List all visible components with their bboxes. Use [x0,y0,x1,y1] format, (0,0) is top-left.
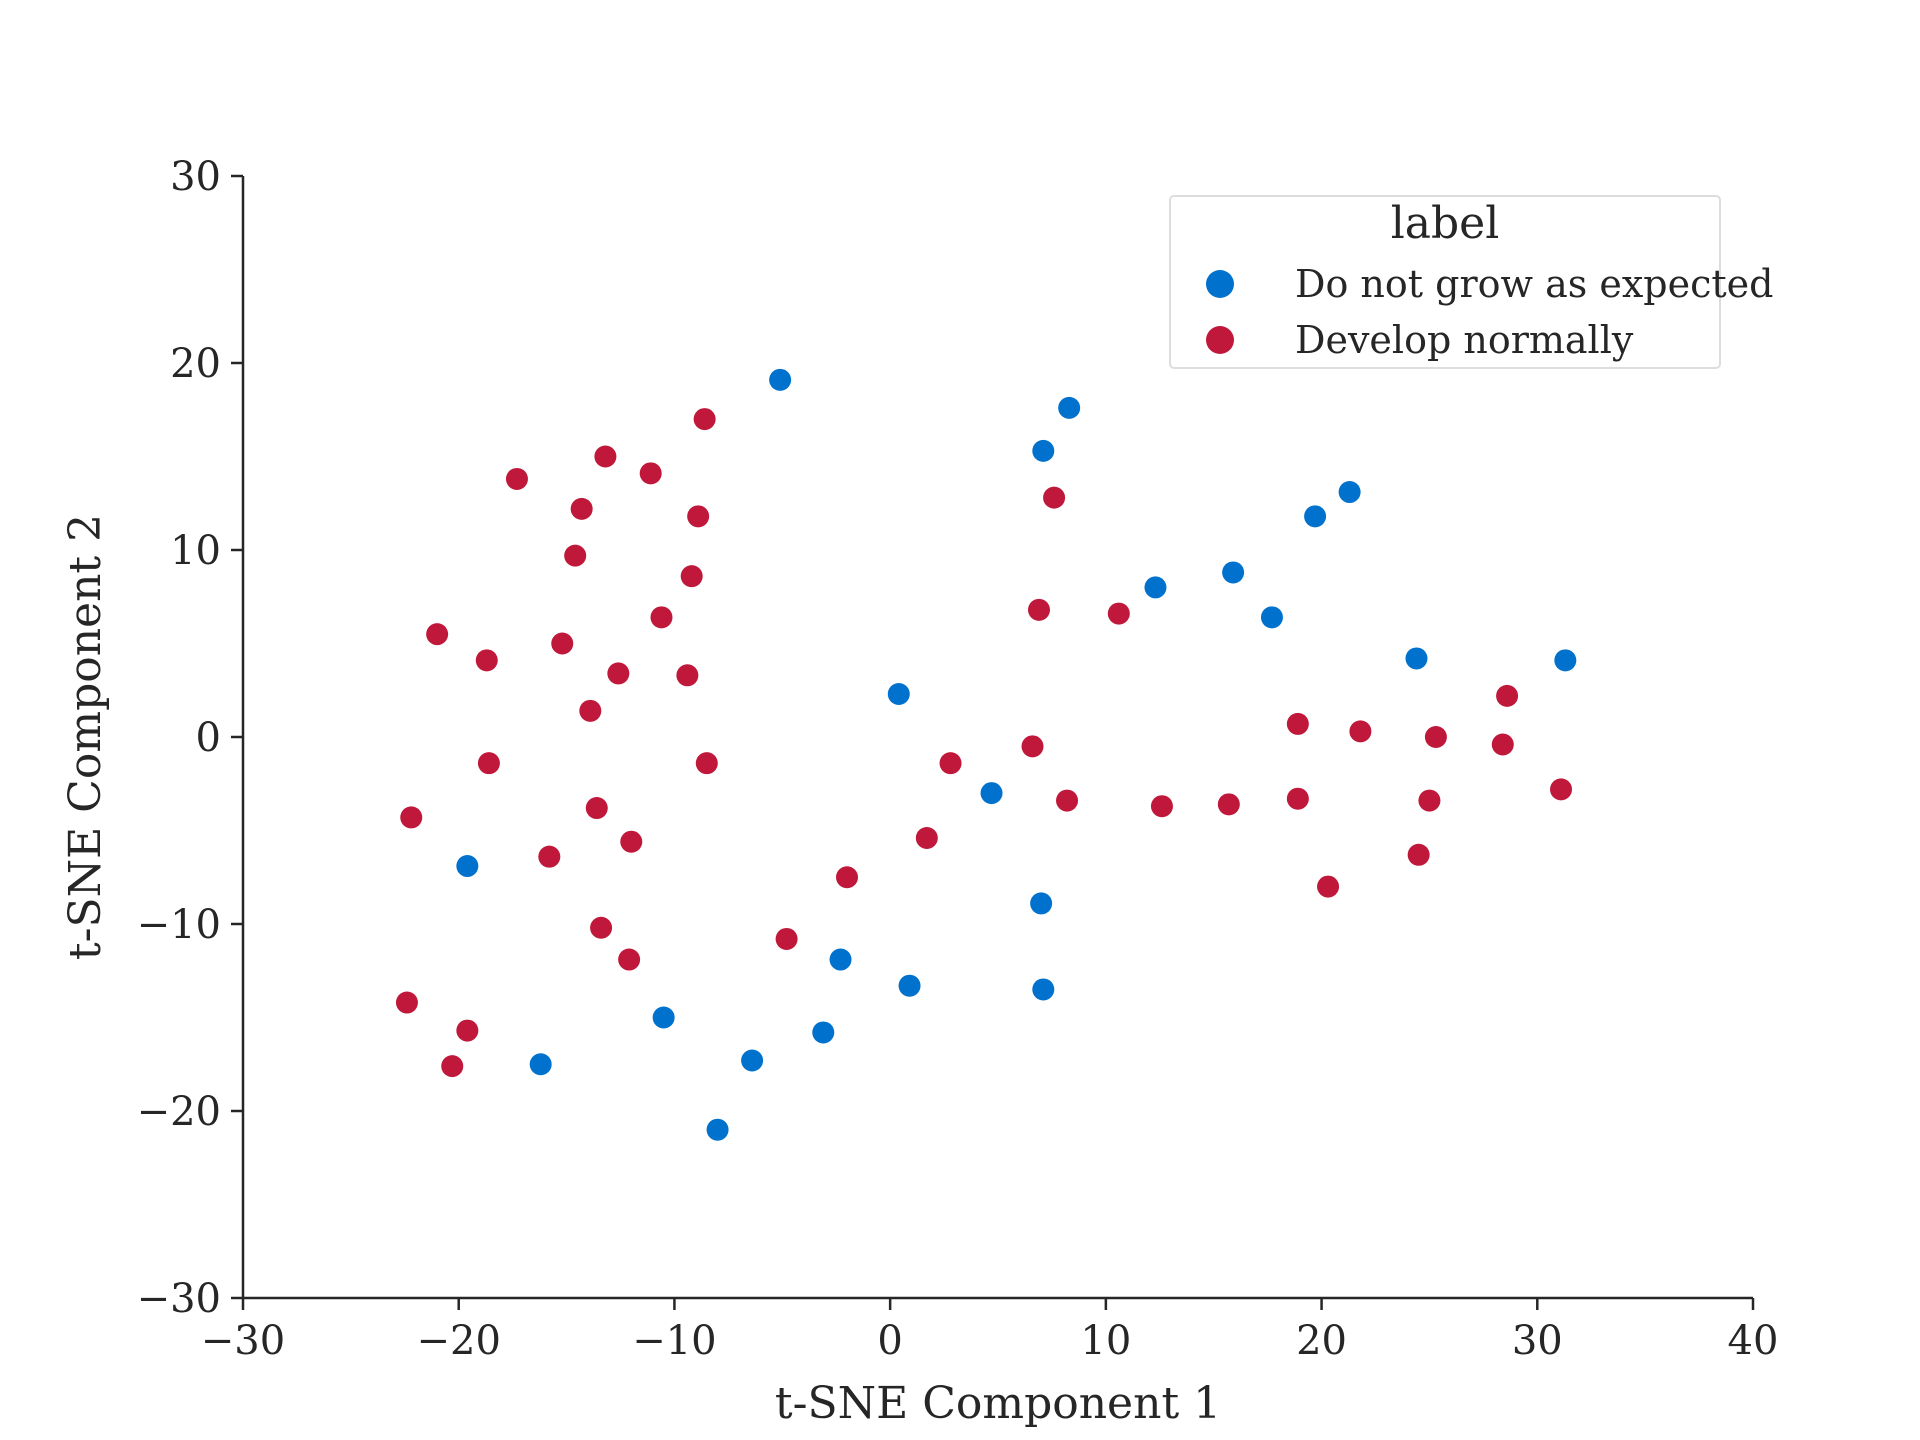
scatter-point [1260,606,1283,629]
scatter-point [1021,735,1044,758]
scatter-point [652,1006,675,1029]
scatter-point [620,830,643,853]
y-tick-label: −10 [137,902,221,948]
y-tick-label: −20 [137,1089,221,1135]
scatter-point [1027,598,1050,621]
scatter-point [680,565,703,588]
scatter-point [1058,396,1081,419]
scatter-point [456,1019,479,1042]
scatter-point [1317,875,1340,898]
scatter-point [650,606,673,629]
x-tick-label: 20 [1296,1318,1347,1364]
scatter-point [836,866,858,889]
scatter-point [395,991,418,1014]
scatter-point [1491,733,1514,756]
y-tick-label: 10 [170,528,221,574]
scatter-point [1554,649,1577,672]
scatter-point [477,752,500,775]
legend-title: label [1391,198,1500,249]
scatter-point [1222,561,1245,584]
scatter-point [618,948,641,971]
scatter-point [695,752,718,775]
scatter-point [1030,892,1053,915]
y-tick-label: −30 [137,1276,221,1322]
axes: −30 −20 −10 0 10 20 30 40 −30 −20 −10 0 10 20 30 [137,154,1779,1364]
scatter-point [769,368,792,391]
scatter-point [590,916,613,939]
scatter-point [1550,778,1573,801]
scatter-point [1217,793,1240,816]
scatter-point [1405,647,1428,670]
scatter-point [915,826,938,849]
scatter-point [812,1021,835,1044]
scatter-point [607,662,630,685]
scatter-point [505,467,528,490]
scatter-point [939,752,962,775]
scatter-point [551,632,574,655]
scatter-point [1349,720,1372,743]
legend: label Do not grow as expected Develop nor… [1169,195,1773,369]
scatter-point [1150,795,1173,818]
scatter-point [564,544,587,567]
scatter-point [579,699,602,722]
scatter-point [1056,789,1079,812]
scatter-point [1496,684,1519,707]
legend-marker [1206,270,1234,298]
scatter-point [706,1118,729,1141]
y-tick-label: 30 [170,154,221,200]
x-ticks: −30 −20 −10 0 10 20 30 40 [201,1298,1779,1364]
scatter-point [1418,789,1441,812]
scatter-point [1144,576,1167,599]
data-points [395,368,1577,1141]
scatter-point [1424,726,1447,748]
scatter-point [1032,978,1055,1001]
scatter-point [687,505,710,528]
scatter-point [1407,843,1430,866]
scatter-point [829,948,852,971]
scatter-point [775,927,798,950]
scatter-point [426,623,449,646]
y-axis-title: t-SNE Component 2 [60,514,111,960]
x-tick-label: −20 [417,1318,501,1364]
scatter-point [1286,712,1309,735]
scatter-point [400,806,423,829]
y-tick-label: 20 [170,341,221,387]
scatter-point [1338,481,1361,504]
scatter-point [570,497,593,520]
scatter-point [980,782,1003,805]
scatter-point [538,845,561,868]
scatter-point [594,445,617,468]
legend-label: Develop normally [1295,318,1634,362]
x-tick-label: 0 [877,1318,902,1364]
scatter-point [1304,505,1327,528]
legend-label: Do not grow as expected [1295,262,1773,306]
y-tick-label: 0 [196,715,221,761]
scatter-point [1107,602,1130,625]
y-ticks: −30 −20 −10 0 10 20 30 [137,154,243,1322]
x-tick-label: 10 [1080,1318,1131,1364]
legend-frame [1169,195,1721,369]
x-tick-label: −10 [632,1318,716,1364]
scatter-point [693,408,716,431]
scatter-point [456,855,479,878]
x-axis-title: t-SNE Component 1 [775,1378,1221,1429]
legend-items: Do not grow as expected Develop normally [1206,262,1773,362]
scatter-point [529,1053,552,1076]
x-tick-label: 30 [1512,1318,1563,1364]
scatter-point [676,664,699,687]
scatter-point [1043,486,1066,509]
x-tick-label: 40 [1728,1318,1779,1364]
scatter-point [639,462,662,485]
scatter-point [1286,787,1309,810]
legend-marker [1206,326,1234,354]
scatter-point [585,797,608,820]
x-tick-label: −30 [201,1318,285,1364]
scatter-point [475,649,498,672]
scatter-point [898,974,921,997]
scatter-point [441,1055,464,1078]
scatter-point [741,1049,764,1072]
scatter-point [887,682,910,705]
scatter-point [1032,439,1055,462]
